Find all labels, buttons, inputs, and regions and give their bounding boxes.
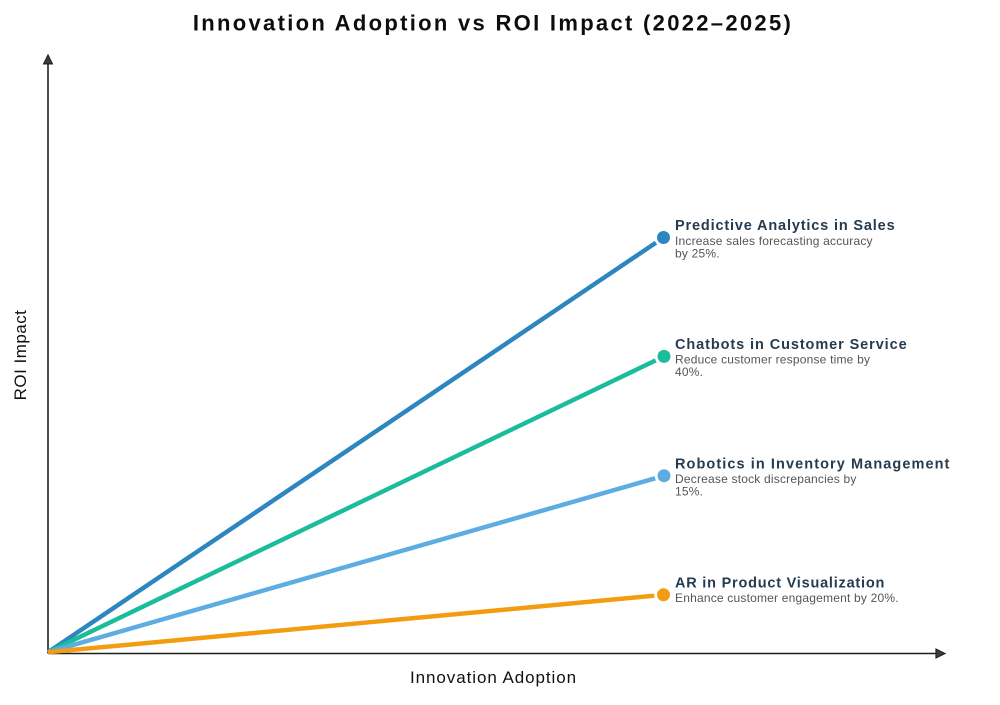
svg-text:Chatbots in Customer Service: Chatbots in Customer Service	[675, 337, 908, 353]
svg-text:Enhance customer engagement by: Enhance customer engagement by 20%.	[675, 591, 899, 605]
svg-text:Increase sales forecasting acc: Increase sales forecasting accuracy	[675, 234, 873, 248]
svg-text:Reduce customer response time: Reduce customer response time by	[675, 353, 870, 367]
svg-text:15%.: 15%.	[675, 485, 703, 499]
svg-text:AR in Product Visualization: AR in Product Visualization	[675, 575, 885, 591]
svg-text:Decrease stock discrepancies b: Decrease stock discrepancies by	[675, 472, 857, 486]
svg-text:by 25%.: by 25%.	[675, 246, 720, 260]
svg-text:Innovation Adoption: Innovation Adoption	[410, 668, 577, 687]
svg-text:ROI Impact: ROI Impact	[11, 310, 30, 401]
svg-text:40%.: 40%.	[675, 365, 703, 379]
svg-text:Robotics in Inventory Manageme: Robotics in Inventory Management	[675, 456, 950, 472]
svg-text:Predictive Analytics in Sales: Predictive Analytics in Sales	[675, 218, 895, 234]
svg-text:Innovation Adoption vs ROI Imp: Innovation Adoption vs ROI Impact (2022–…	[193, 11, 793, 36]
